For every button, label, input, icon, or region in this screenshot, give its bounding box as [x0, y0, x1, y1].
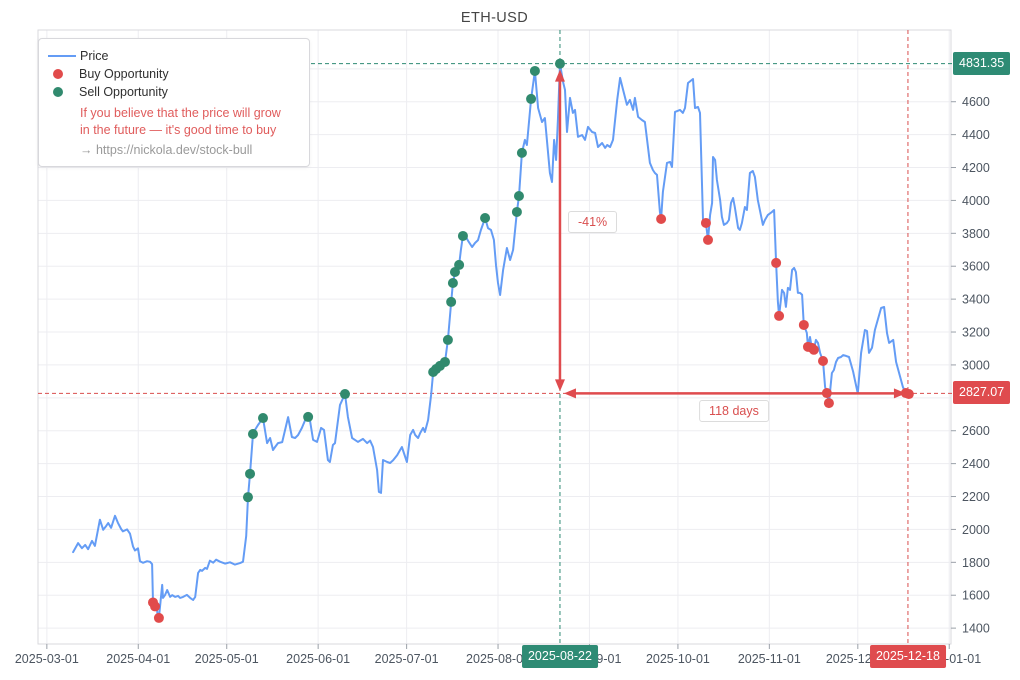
buy-dot-icon: [53, 69, 63, 79]
high-price-badge: 4831.35: [953, 51, 1011, 75]
legend-item-buy[interactable]: Buy Opportunity: [39, 65, 309, 83]
buy-marker: [903, 389, 914, 400]
y-tick-label: 3400: [962, 293, 990, 307]
legend-label-sell: Sell Opportunity: [79, 85, 168, 99]
chart-legend: Price Buy Opportunity Sell Opportunity I…: [38, 38, 310, 167]
duration-label: 118 days: [699, 400, 769, 422]
sell-marker: [454, 259, 465, 270]
sell-dot-icon: [53, 87, 63, 97]
buy-date-badge: 2025-12-18: [869, 645, 946, 668]
sell-marker: [529, 65, 540, 76]
sell-marker: [554, 58, 565, 69]
low-price-badge: 2827.07: [953, 381, 1011, 405]
y-tick-label: 2600: [962, 424, 990, 438]
arrowhead-right-icon: [893, 388, 906, 399]
x-tick-label: 2025-06-01: [286, 652, 350, 666]
sell-date-badge: 2025-08-22: [521, 645, 598, 668]
page-title: ETH-USD: [460, 10, 529, 26]
sell-marker: [526, 93, 537, 104]
buy-marker: [818, 355, 829, 366]
sell-marker: [245, 468, 256, 479]
buy-marker: [823, 398, 834, 409]
sell-marker: [303, 411, 314, 422]
y-tick-label: 4200: [962, 161, 990, 175]
y-tick-label: 3200: [962, 326, 990, 340]
buy-marker: [703, 234, 714, 245]
y-tick-label: 3000: [962, 358, 990, 372]
y-tick-label: 1600: [962, 589, 990, 603]
legend-label-price: Price: [80, 49, 109, 63]
x-tick-label: 2025-07-01: [375, 652, 439, 666]
y-tick-label: 2400: [962, 457, 990, 471]
y-tick-label: 3600: [962, 260, 990, 274]
legend-label-buy: Buy Opportunity: [79, 67, 169, 81]
arrowhead-up-icon: [554, 69, 565, 82]
legend-note: If you believe that the price will grow …: [80, 105, 297, 138]
sell-marker: [247, 429, 258, 440]
buy-marker: [821, 388, 832, 399]
buy-marker: [774, 310, 785, 321]
sell-marker: [480, 213, 491, 224]
legend-link[interactable]: → https://nickola.dev/stock-bull: [80, 143, 253, 157]
y-tick-label: 2200: [962, 490, 990, 504]
sell-marker: [511, 206, 522, 217]
sell-marker: [439, 356, 450, 367]
price-line-swatch: [48, 55, 76, 57]
buy-marker: [798, 319, 809, 330]
x-tick-label: 2025-05-01: [195, 652, 259, 666]
y-tick-label: 1800: [962, 556, 990, 570]
sell-marker: [442, 334, 453, 345]
sell-marker: [339, 389, 350, 400]
buy-marker: [700, 217, 711, 228]
sell-marker: [242, 492, 253, 503]
y-tick-label: 4600: [962, 95, 990, 109]
sell-marker: [447, 278, 458, 289]
y-tick-label: 1400: [962, 622, 990, 636]
sell-marker: [446, 296, 457, 307]
legend-note-line2: in the future — it's good time to buy: [80, 122, 277, 137]
arrowhead-left-icon: [563, 388, 576, 399]
sell-marker: [513, 190, 524, 201]
buy-marker: [150, 601, 161, 612]
buy-marker: [771, 257, 782, 268]
y-tick-label: 2000: [962, 523, 990, 537]
y-tick-label: 3800: [962, 227, 990, 241]
price-line: [72, 62, 910, 621]
x-tick-label: 2025-04-01: [106, 652, 170, 666]
y-tick-label: 4000: [962, 194, 990, 208]
plot-border: [37, 29, 952, 645]
sell-marker: [258, 413, 269, 424]
legend-note-line1: If you believe that the price will grow: [80, 106, 281, 120]
x-tick-label: 2025-03-01: [15, 652, 79, 666]
sell-marker: [516, 147, 527, 158]
legend-item-sell[interactable]: Sell Opportunity: [39, 83, 309, 101]
arrowhead-down-icon: [554, 379, 565, 392]
y-tick-label: 4400: [962, 128, 990, 142]
legend-item-price[interactable]: Price: [39, 47, 309, 65]
pct-change-label: -41%: [567, 211, 618, 233]
buy-marker: [656, 214, 667, 225]
x-tick-label: 2025-10-01: [646, 652, 710, 666]
buy-marker: [808, 344, 819, 355]
x-tick-label: 2025-11-01: [738, 652, 801, 666]
x-tick-label: 2025-08-01: [466, 652, 530, 666]
sell-marker: [457, 230, 468, 241]
buy-marker: [153, 612, 164, 623]
